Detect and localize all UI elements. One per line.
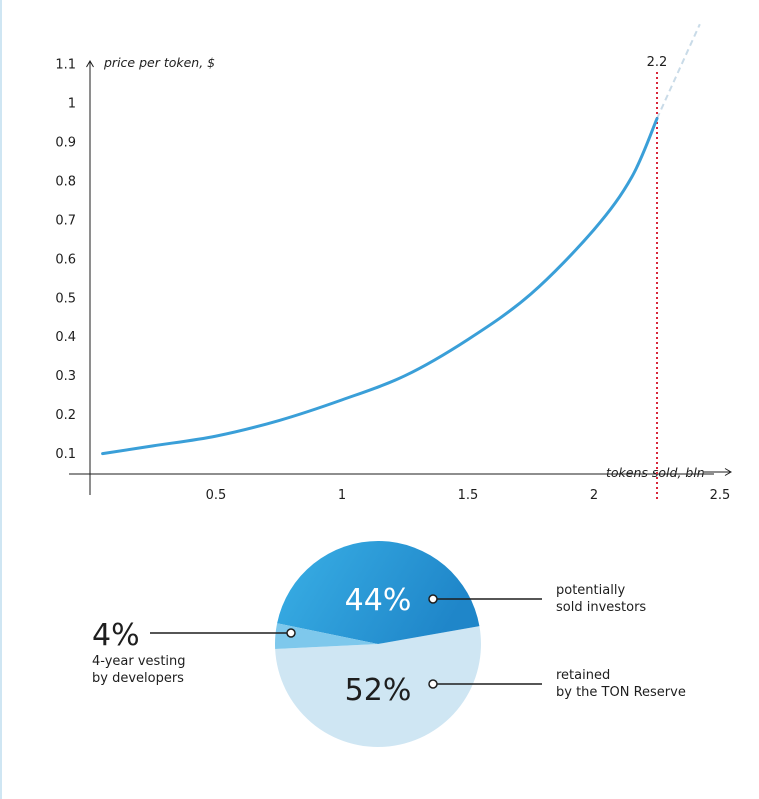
leader-line-52 bbox=[428, 679, 542, 689]
y-tick-label: 0.1 bbox=[55, 447, 76, 462]
pie-slice-4 bbox=[275, 623, 378, 650]
y-tick-label: 0.2 bbox=[55, 408, 76, 423]
caption-4-line-2: by developers bbox=[92, 671, 184, 686]
y-tick-label: 1.1 bbox=[55, 58, 76, 73]
y-tick-label: 1 bbox=[68, 96, 76, 111]
y-tick-label: 0.3 bbox=[55, 369, 76, 384]
x-tick-label: 0.5 bbox=[206, 488, 227, 503]
x-tick-label: 2 bbox=[590, 488, 598, 503]
line-chart: price per token, $ tokens sold, bln 0.10… bbox=[55, 23, 732, 503]
y-tick-label: 0.9 bbox=[55, 135, 76, 150]
y-tick-label: 0.5 bbox=[55, 291, 76, 306]
curve-extension bbox=[656, 23, 701, 119]
price-curve bbox=[101, 117, 659, 456]
x-tick-label: 1 bbox=[338, 488, 346, 503]
caption-44-line-2: sold investors bbox=[556, 600, 646, 615]
x-tick-label: 2.5 bbox=[710, 488, 731, 503]
pie-label-4: 4% bbox=[92, 618, 140, 653]
marker-label: 2.2 bbox=[647, 55, 668, 70]
leader-line-44 bbox=[428, 594, 542, 604]
pie-label-52: 52% bbox=[345, 673, 412, 708]
pie-slice-44 bbox=[277, 540, 480, 644]
y-axis-label: price per token, $ bbox=[103, 55, 215, 70]
caption-52-line-2: by the TON Reserve bbox=[556, 685, 686, 700]
pie-slice-52 bbox=[275, 626, 481, 747]
y-axis-arrow bbox=[86, 60, 94, 68]
y-tick-label: 0.4 bbox=[55, 330, 76, 345]
leader-line-4 bbox=[150, 628, 296, 638]
caption-4-line-1: 4-year vesting bbox=[92, 654, 186, 669]
y-tick-label: 0.7 bbox=[55, 213, 76, 228]
y-tick-label: 0.6 bbox=[55, 252, 76, 267]
y-tick-label: 0.8 bbox=[55, 174, 76, 189]
pie-label-44: 44% bbox=[345, 583, 412, 618]
x-axis-label-arrow bbox=[704, 468, 732, 476]
x-tick-label: 1.5 bbox=[458, 488, 479, 503]
caption-52-line-1: retained bbox=[556, 668, 610, 683]
x-tick-labels: 0.5 1 1.5 2 2.5 bbox=[206, 488, 731, 503]
caption-44-line-1: potentially bbox=[556, 583, 625, 598]
pie-chart: 44% 52% 4% potentially sold investors re… bbox=[92, 540, 686, 747]
x-axis-label: tokens sold, bln bbox=[606, 465, 705, 480]
y-tick-labels: 0.1 0.2 0.3 0.4 0.5 0.6 0.7 0.8 0.9 1 1.1 bbox=[55, 58, 76, 463]
